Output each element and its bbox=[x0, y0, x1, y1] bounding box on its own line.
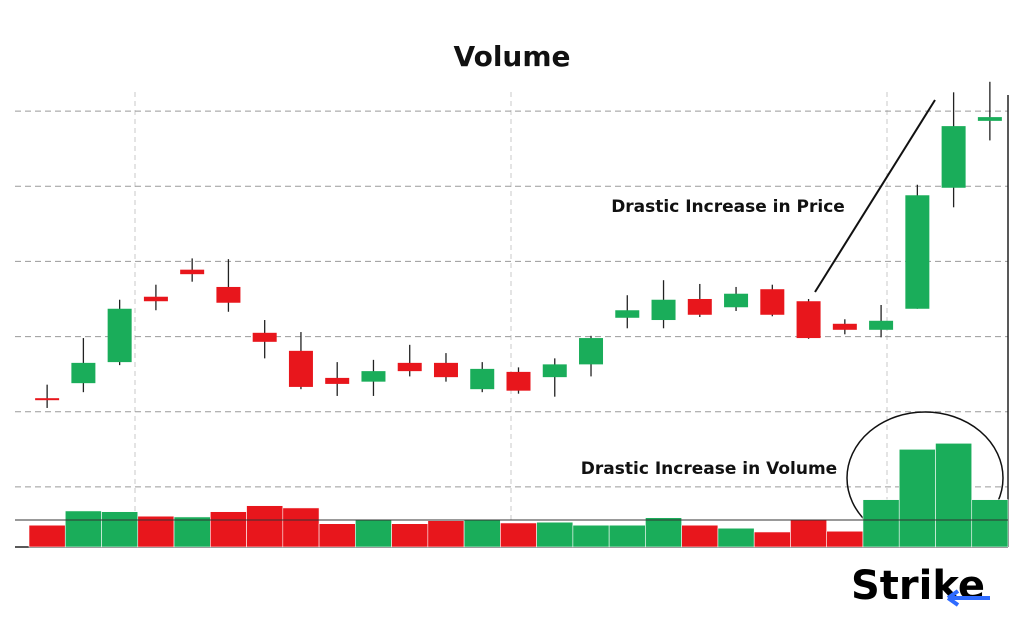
volume-bar bbox=[137, 515, 175, 548]
volume-bar bbox=[826, 530, 864, 548]
candle-body bbox=[143, 296, 168, 302]
candle-body bbox=[941, 126, 966, 188]
volume-bar bbox=[355, 519, 392, 548]
candle-body bbox=[216, 286, 241, 303]
candle-body bbox=[35, 398, 60, 401]
candle-body bbox=[977, 117, 1002, 121]
candle-body bbox=[433, 362, 458, 378]
volume-bar bbox=[318, 523, 356, 548]
candle-body bbox=[506, 371, 531, 391]
candle-body bbox=[107, 308, 132, 363]
volume-bar bbox=[536, 521, 574, 548]
volume-bar bbox=[173, 516, 211, 548]
annotation: Drastic Increase in Price bbox=[611, 197, 845, 217]
volume-bar bbox=[64, 510, 102, 548]
volume-bar bbox=[717, 527, 755, 548]
candle-body bbox=[325, 377, 350, 384]
volume-bar bbox=[898, 448, 936, 548]
chart-title: Volume bbox=[453, 40, 570, 73]
annotation-arrow bbox=[814, 99, 936, 293]
candle-body bbox=[470, 368, 495, 390]
candle-body bbox=[288, 350, 313, 387]
candle-body bbox=[760, 289, 785, 315]
volume-bar bbox=[753, 531, 791, 548]
volume-bar bbox=[101, 511, 139, 548]
candle-body bbox=[687, 298, 712, 315]
candle-body bbox=[869, 320, 894, 330]
volume-bar bbox=[608, 524, 646, 548]
volume-bar bbox=[28, 524, 66, 548]
annotation: Drastic Increase in Volume bbox=[581, 459, 837, 479]
volume-bar bbox=[935, 442, 973, 548]
volume-bar bbox=[971, 499, 1009, 548]
volume-bar bbox=[645, 517, 682, 548]
logo: Strike bbox=[851, 563, 985, 609]
vertical-grid bbox=[134, 92, 888, 547]
candle-body bbox=[724, 293, 749, 308]
volume-bar bbox=[391, 523, 429, 548]
volume-bar bbox=[463, 519, 501, 548]
volume-bar bbox=[572, 524, 610, 548]
candle-body bbox=[71, 362, 96, 384]
candle-body bbox=[397, 362, 422, 372]
candle-body bbox=[361, 371, 386, 382]
candle-body bbox=[796, 301, 821, 339]
volume-bar bbox=[790, 519, 828, 548]
candle-body bbox=[832, 323, 857, 330]
volume-bar bbox=[681, 524, 719, 548]
candle-body bbox=[905, 195, 930, 309]
candle-body bbox=[252, 332, 277, 342]
logo-arrow bbox=[946, 589, 990, 607]
candle-body bbox=[579, 338, 604, 365]
candle-body bbox=[180, 269, 205, 275]
candle-body bbox=[651, 299, 676, 321]
candle-body bbox=[615, 310, 640, 318]
candle-body bbox=[542, 364, 567, 378]
volume-bar bbox=[862, 499, 900, 548]
volume-bar bbox=[209, 511, 247, 548]
volume-bar bbox=[246, 505, 284, 548]
volume-bar bbox=[282, 507, 320, 548]
volume-bar bbox=[427, 520, 465, 548]
volume-bar bbox=[500, 522, 537, 548]
